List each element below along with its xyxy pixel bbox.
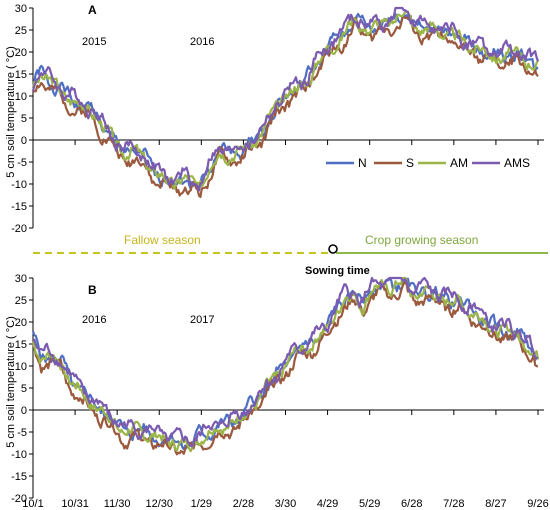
sowing-time-label: Sowing time — [305, 265, 370, 277]
y-axis-label: 5 cm soil temperature ( °C) — [5, 316, 17, 448]
y-tick-label: -15 — [11, 201, 27, 213]
x-tick-label: 1/29 — [191, 498, 212, 510]
y-tick-label: 20 — [15, 317, 27, 329]
x-tick-label: 3/30 — [275, 498, 296, 510]
panel-b-chart: -20 -15 -10 -5 0 5 10 15 20 25 30 5 cm soil tempera… — [5, 273, 544, 505]
y-tick-label: -20 — [11, 223, 27, 235]
y-tick-label: 30 — [15, 273, 27, 285]
year-label: 2015 — [82, 36, 106, 48]
y-tick-label: 15 — [15, 69, 27, 81]
y-tick-label: -15 — [11, 471, 27, 483]
y-tick-label: -5 — [17, 157, 27, 169]
sowing-time-marker — [328, 244, 338, 254]
x-tick-label: 2/28 — [233, 498, 254, 510]
series-line-s — [32, 15, 539, 198]
series-line-s — [31, 281, 539, 456]
legend-label-n: N — [358, 156, 367, 170]
x-tick-label: 10/1 — [22, 498, 43, 510]
year-label: 2016 — [190, 36, 214, 48]
series-line-am — [31, 10, 539, 190]
legend-label-am: AM — [450, 156, 468, 170]
x-tick-label: 10/31 — [61, 498, 89, 510]
x-tick-label: 6/28 — [401, 498, 422, 510]
y-axis-label: 5 cm soil temperature ( °C) — [5, 46, 17, 178]
y-tick-label: 0 — [21, 135, 27, 147]
x-tick-label: 7/28 — [443, 498, 464, 510]
x-tick-label: 4/29 — [317, 498, 338, 510]
series-line-ams — [31, 6, 540, 192]
legend: N S AM AMS — [326, 156, 530, 170]
panel-label: A — [88, 3, 97, 17]
x-tick-label: 11/30 — [104, 498, 131, 510]
year-label: 2017 — [190, 314, 214, 326]
y-tick-label: -20 — [11, 493, 27, 505]
panel-label: B — [88, 283, 97, 297]
series-line-am — [31, 276, 540, 453]
y-tick-label: -10 — [11, 449, 27, 461]
x-tick-label: 12/30 — [145, 498, 173, 510]
y-tick-label: 25 — [15, 295, 27, 307]
y-tick-label: 25 — [15, 25, 27, 37]
series-line-ams — [32, 276, 539, 448]
fallow-season-label: Fallow season — [124, 233, 201, 247]
x-axis-labels: 10/1 10/31 11/30 12/30 1/29 2/28 3/30 4/29 5/29 6… — [22, 498, 548, 510]
legend-label-ams: AMS — [504, 156, 530, 170]
crop-season-label: Crop growing season — [365, 233, 478, 247]
panel-a-chart: -20 -15 -10 -5 0 5 10 15 20 25 30 5 cm soil tempera… — [5, 3, 544, 235]
year-label: 2016 — [82, 314, 106, 326]
y-tick-label: -10 — [11, 179, 27, 191]
y-tick-label: 0 — [21, 405, 27, 417]
y-tick-label: 15 — [15, 339, 27, 351]
x-tick-label: 8/27 — [485, 498, 506, 510]
season-divider: Fallow season Crop growing season Sowing… — [33, 233, 548, 277]
y-tick-label: 30 — [15, 3, 27, 15]
y-tick-label: 10 — [15, 361, 27, 373]
x-tick-label: 9/26 — [527, 498, 548, 510]
y-tick-label: -5 — [17, 427, 27, 439]
y-tick-label: 10 — [15, 91, 27, 103]
y-tick-label: 20 — [15, 47, 27, 59]
y-tick-label: 5 — [21, 113, 27, 125]
x-tick-label: 5/29 — [359, 498, 380, 510]
legend-label-s: S — [406, 156, 414, 170]
y-tick-label: 5 — [21, 383, 27, 395]
